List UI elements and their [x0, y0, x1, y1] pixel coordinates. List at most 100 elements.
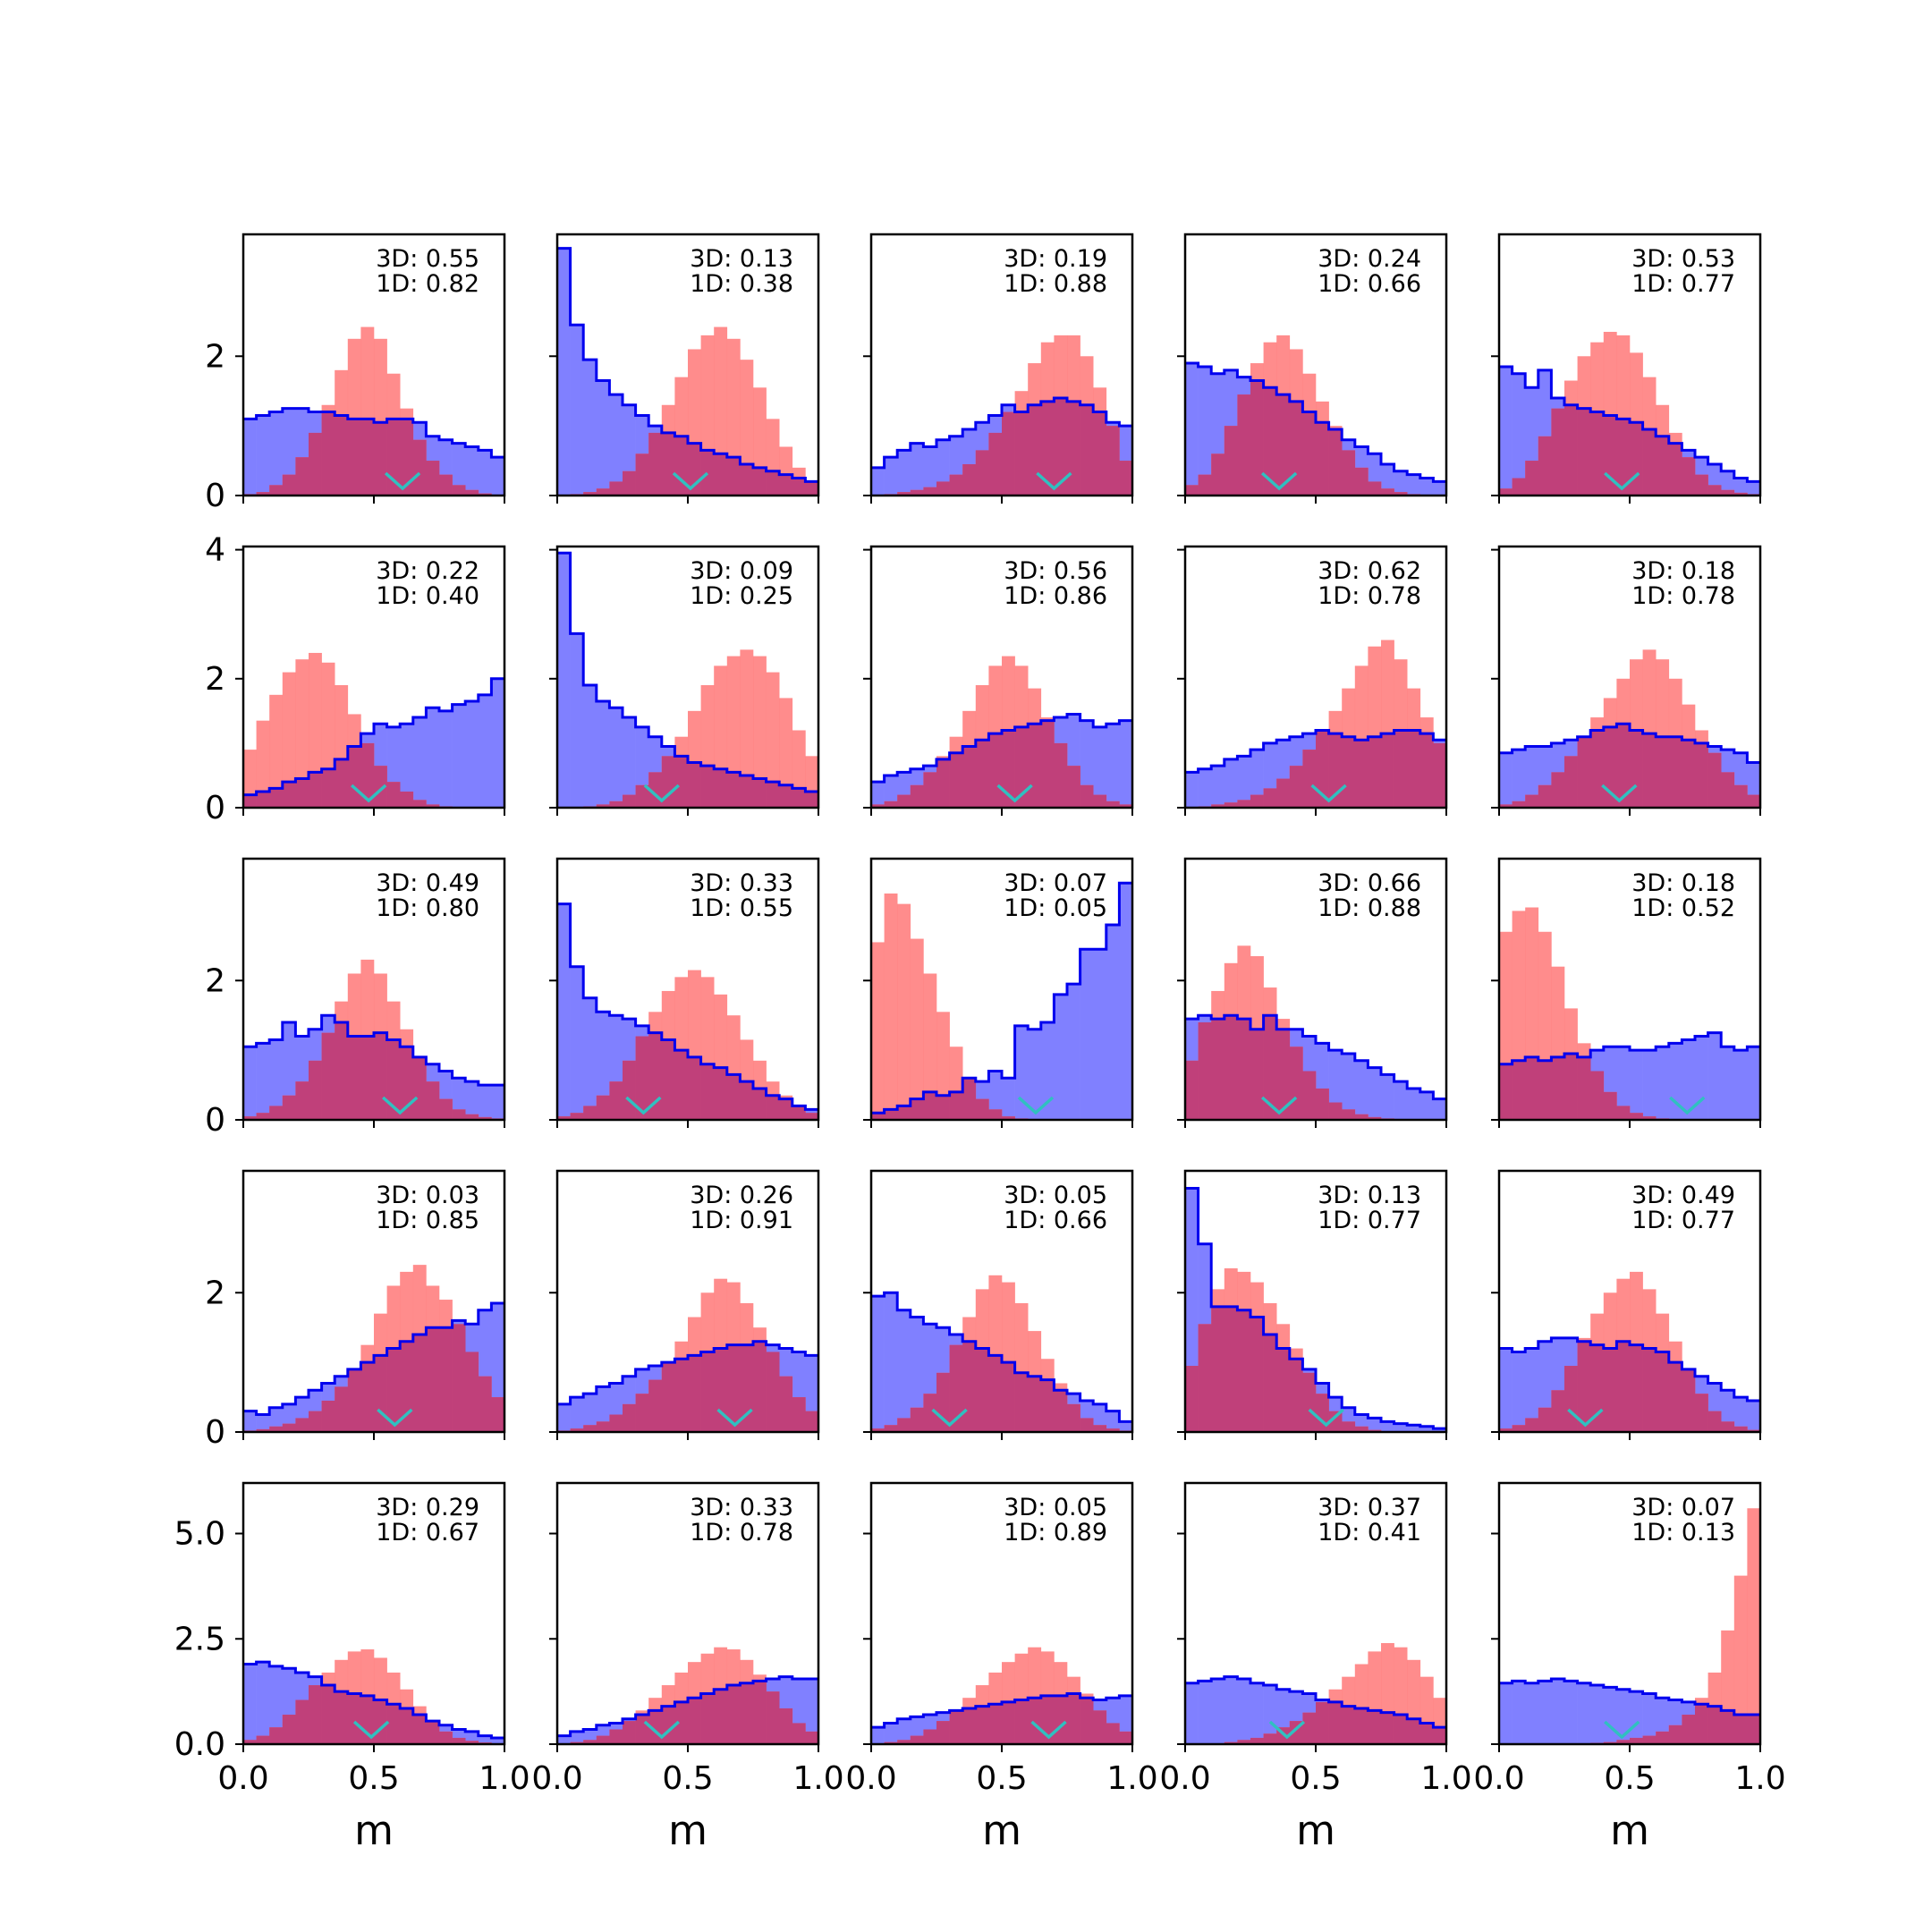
blue-bar — [491, 678, 505, 808]
overlap-bar — [1328, 733, 1343, 808]
overlap-bar — [635, 453, 649, 496]
overlap-bar — [1630, 1344, 1643, 1432]
blue-bar — [557, 248, 571, 496]
overlap-bar — [321, 1400, 335, 1432]
blue-bar — [269, 1407, 284, 1432]
overlap-bar — [805, 1113, 819, 1120]
blue-bar — [609, 708, 623, 808]
overlap-bar — [1381, 733, 1394, 808]
chevron-marker — [352, 1720, 390, 1740]
blue-bar — [871, 467, 885, 496]
overlap-bar — [386, 1039, 401, 1120]
overlap-bar — [1316, 1088, 1329, 1120]
blue-bar — [609, 394, 623, 496]
blue-step-line — [243, 1660, 504, 1740]
label-3d: 3D: 0.66 — [1318, 869, 1421, 897]
blue-step-line — [1185, 728, 1446, 774]
overlap-bar — [726, 1074, 741, 1120]
overlap-bar — [949, 1091, 963, 1120]
blue-bar — [1499, 366, 1513, 496]
x-tick-label: 0.0 — [531, 1760, 582, 1797]
overlap-bar — [805, 1411, 819, 1432]
blue-bar — [1538, 1681, 1552, 1744]
label-3d: 3D: 0.19 — [1004, 245, 1107, 273]
overlap-bar — [1707, 1706, 1722, 1744]
blue-bar — [465, 446, 479, 496]
overlap-bar — [1119, 804, 1133, 808]
chevron-marker — [996, 784, 1033, 803]
overlap-bar — [583, 1106, 597, 1120]
blue-bar — [1419, 1091, 1434, 1120]
blue-bar — [557, 1403, 571, 1432]
overlap-bar — [1525, 461, 1539, 496]
blue-bar — [897, 450, 911, 496]
blue-step-line — [557, 247, 818, 483]
overlap-bar — [1656, 1731, 1670, 1744]
blue-bar — [1198, 1681, 1212, 1744]
blue-bar — [1224, 1676, 1238, 1744]
blue-bar — [1381, 1421, 1394, 1432]
blue-bar — [1747, 481, 1761, 496]
overlap-bar — [988, 733, 1003, 808]
overlap-bar — [1512, 1425, 1526, 1432]
label-3d: 3D: 0.05 — [1004, 1494, 1107, 1521]
overlap-bar — [910, 489, 924, 496]
label-1d: 1D: 0.38 — [690, 270, 793, 298]
overlap-bar — [1014, 411, 1029, 496]
overlap-bar — [1538, 436, 1552, 496]
overlap-bar — [360, 419, 375, 496]
overlap-bar — [1682, 1368, 1696, 1432]
overlap-bar — [596, 1095, 610, 1120]
overlap-bar — [910, 784, 924, 808]
blue-bar — [465, 1081, 479, 1120]
overlap-bar — [439, 1098, 453, 1120]
overlap-bar — [792, 1106, 806, 1120]
overlap-bar — [714, 1348, 728, 1432]
overlap-bar — [1525, 794, 1539, 808]
chevron-marker — [643, 1720, 680, 1740]
overlap-bar — [1328, 1701, 1343, 1744]
blue-bar — [243, 1664, 257, 1744]
x-tick-label: 0.5 — [1604, 1760, 1655, 1797]
x-tick-label: 0.5 — [348, 1760, 399, 1797]
blue-step-line — [557, 1675, 818, 1738]
overlap-bar — [1616, 724, 1631, 808]
overlap-bar — [1119, 1731, 1133, 1744]
overlap-bar — [1354, 740, 1368, 808]
overlap-bar — [1630, 422, 1643, 496]
overlap-bar — [309, 772, 322, 808]
overlap-bar — [1577, 736, 1591, 808]
overlap-bar — [700, 450, 715, 496]
label-3d: 3D: 0.33 — [690, 1494, 793, 1521]
overlap-bar — [256, 1428, 270, 1432]
overlap-bar — [753, 1088, 767, 1120]
overlap-bar — [1682, 1715, 1696, 1744]
blue-bar — [596, 380, 610, 496]
blue-bar — [1237, 1679, 1251, 1744]
overlap-bar — [269, 485, 284, 496]
label-3d: 3D: 0.55 — [376, 245, 479, 273]
overlap-bar — [1250, 1029, 1264, 1120]
blue-bar — [478, 1735, 492, 1744]
overlap-bar — [1616, 419, 1631, 496]
x-tick-label: 0.5 — [662, 1760, 713, 1797]
overlap-bar — [910, 1098, 924, 1120]
overlap-bar — [583, 1740, 597, 1744]
red-bar — [884, 893, 898, 1120]
blue-bar — [871, 1296, 885, 1432]
overlap-bar — [412, 1056, 427, 1120]
overlap-bar — [321, 1032, 335, 1120]
overlap-bar — [1289, 1046, 1303, 1120]
label-1d: 1D: 0.82 — [376, 270, 479, 298]
chevron-marker — [672, 471, 709, 491]
overlap-bar — [1564, 756, 1578, 808]
overlap-bar — [321, 768, 335, 808]
